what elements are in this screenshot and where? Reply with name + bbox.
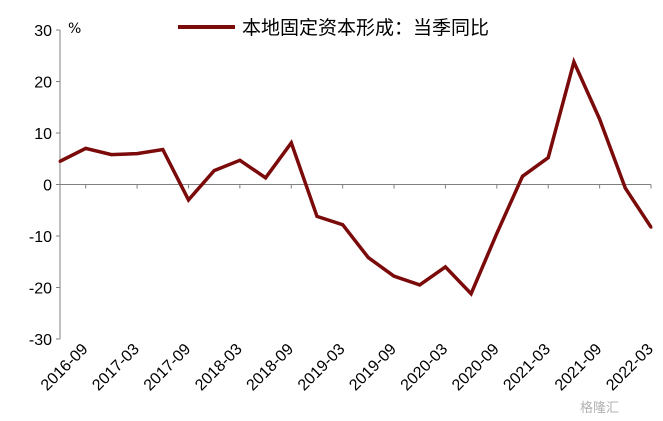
series-line [59,56,653,297]
x-tick-label: 2021-03 [501,341,555,395]
data-point [109,153,113,157]
x-tick-label: 2018-09 [244,341,298,395]
data-point [58,159,62,163]
data-point [469,292,473,296]
x-tick-label: 2017-03 [89,341,143,395]
x-tick-label: 2019-09 [346,341,400,395]
data-point [598,117,602,121]
x-tick-label: 2019-03 [295,341,349,395]
data-point [315,214,319,218]
data-point [649,225,653,229]
data-point [366,256,370,260]
x-tick-label: 2020-09 [449,341,503,395]
data-point [212,169,216,173]
y-tick-label: 10 [34,126,52,143]
data-point [186,198,190,202]
y-tick-label: 20 [34,75,52,92]
data-point [264,176,268,180]
y-axis-unit-label: % [68,21,81,37]
data-point [521,174,525,178]
y-tick-label: 30 [34,23,52,40]
data-point [443,265,447,269]
y-tick-label: -30 [29,332,52,349]
data-point [289,141,293,145]
x-tick-label: 2017-09 [141,341,195,395]
watermark-text: 格隆汇 [580,400,619,416]
x-axis: 2016-092017-032017-092018-032018-092019-… [38,184,657,395]
data-point [418,283,422,287]
data-point [135,152,139,156]
x-tick-label: 2020-03 [398,341,452,395]
data-point [392,274,396,278]
x-tick-label: 2021-09 [552,341,606,395]
x-tick-label: 2018-03 [192,341,246,395]
data-point [84,146,88,150]
legend: 本地固定资本形成：当季同比 [178,17,489,39]
y-axis: -30 -20 -10 0 10 20 30 [29,23,61,349]
data-point [623,186,627,190]
series-group [58,56,653,297]
data-point [546,156,550,160]
data-point [572,60,576,64]
x-tick-label: 2022-03 [603,341,657,395]
legend-label-series: 本地固定资本形成：当季同比 [242,17,489,39]
y-tick-label: -10 [29,229,52,246]
y-tick-label: 0 [43,178,52,195]
y-tick-label: -20 [29,281,52,298]
data-point [238,158,242,162]
data-point [495,231,499,235]
data-point [341,223,345,227]
data-point [161,147,165,151]
